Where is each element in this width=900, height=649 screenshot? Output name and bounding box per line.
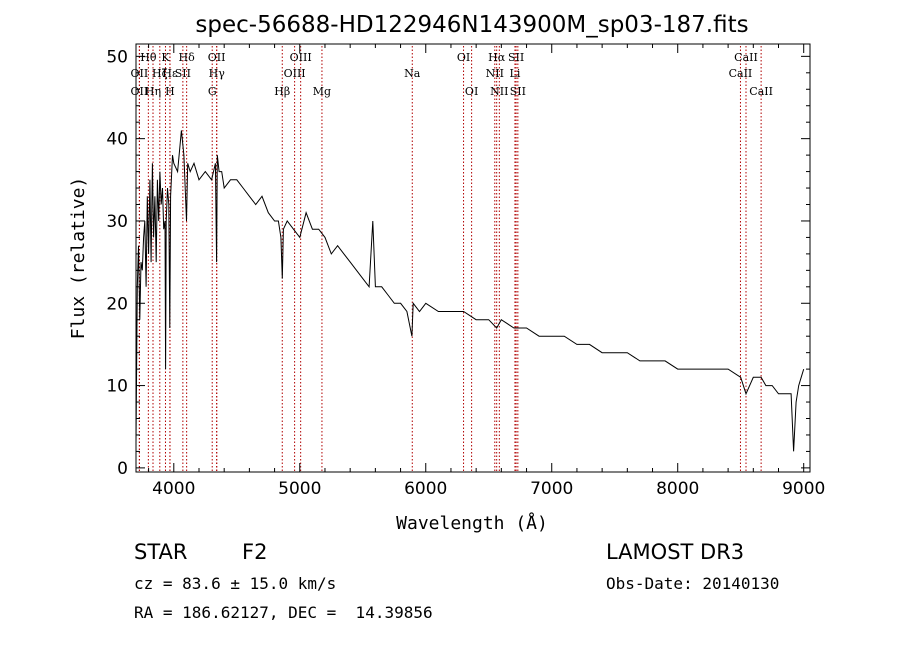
- spectral-line-label: OII: [131, 67, 149, 80]
- spectral-line-label: OI: [457, 51, 470, 64]
- spectral-line-label: Hθ: [140, 51, 157, 64]
- ra-dec: RA = 186.62127, DEC = 14.39856: [134, 603, 433, 622]
- spectral-line-label: Hα: [488, 51, 506, 64]
- spectral-line-label: SII: [175, 67, 191, 80]
- x-tick-label: 9000: [782, 479, 825, 499]
- x-tick-label: 7000: [530, 479, 573, 499]
- spectral-line-label: OII: [131, 85, 149, 98]
- spectral-line-label: K: [161, 51, 170, 64]
- spectral-line-label: Na: [404, 67, 421, 80]
- y-axis-label: Flux (relative): [68, 177, 89, 340]
- y-tick-label: 0: [117, 459, 128, 479]
- spectral-line-label: Hζ: [152, 67, 168, 80]
- obs-date: Obs-Date: 20140130: [606, 574, 780, 593]
- axis-ticks: 4000 5000 6000 7000 8000 9000 0 10 20 30 40 50: [106, 44, 825, 499]
- spectral-line-label: SII: [508, 51, 524, 64]
- y-tick-label: 30: [106, 212, 128, 232]
- y-tick-label: 20: [106, 294, 128, 314]
- object-class: STAR: [134, 540, 188, 564]
- plot-frame: [135, 43, 811, 473]
- spectral-line-label: H: [165, 85, 175, 98]
- spectrum-line: [135, 130, 805, 452]
- spectral-line-label: CaII: [729, 67, 753, 80]
- spectral-line-label: Hγ: [209, 67, 226, 80]
- spectral-line-label: Hδ: [179, 51, 196, 64]
- x-tick-label: 5000: [278, 479, 321, 499]
- spectral-line-label: CaII: [734, 51, 758, 64]
- spectral-line-label: Hβ: [274, 85, 290, 98]
- survey-name: LAMOST DR3: [606, 540, 745, 564]
- spectral-line-label: OIII: [284, 67, 306, 80]
- spectral-line-label: Hε: [162, 67, 178, 80]
- spectral-line-label: Mg: [313, 85, 331, 98]
- y-tick-label: 10: [106, 377, 128, 397]
- redshift-cz: cz = 83.6 ± 15.0 km/s: [134, 574, 337, 593]
- spectral-line-label: OII: [208, 51, 226, 64]
- x-tick-label: 6000: [404, 479, 447, 499]
- spectral-line-label: G: [208, 85, 217, 98]
- spectral-line-label: SII: [510, 85, 526, 98]
- spectral-line-label: Hη: [145, 85, 161, 98]
- x-axis-label: Wavelength (Å): [396, 512, 548, 534]
- spectral-line-label: OI: [465, 85, 478, 98]
- y-tick-label: 40: [106, 130, 128, 150]
- chart-title: spec-56688-HD122946N143900M_sp03-187.fit…: [195, 12, 748, 38]
- object-subclass: F2: [242, 540, 268, 564]
- spectral-line-label: NII: [490, 85, 508, 98]
- spectral-line-label: NII: [486, 67, 504, 80]
- spectral-lines: [138, 46, 762, 472]
- x-tick-label: 4000: [152, 479, 195, 499]
- spectral-line-label: Li: [510, 67, 521, 80]
- x-tick-label: 8000: [656, 479, 699, 499]
- y-tick-label: 50: [106, 47, 128, 67]
- spectral-line-label: OIII: [290, 51, 312, 64]
- spectral-line-label: CaII: [749, 85, 773, 98]
